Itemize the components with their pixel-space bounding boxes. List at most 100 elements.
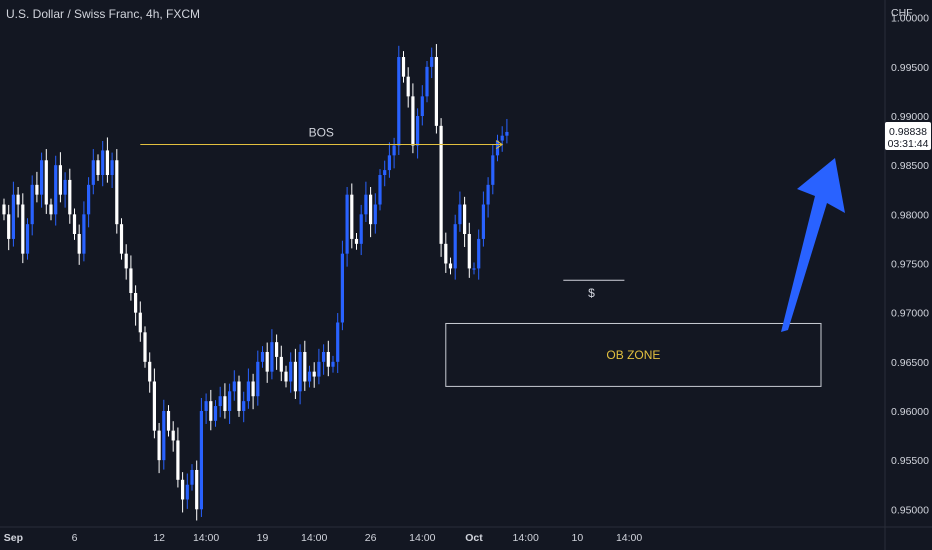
candle-body [401, 57, 406, 77]
candle-body [105, 150, 109, 176]
candle-body [204, 401, 208, 411]
candle-body [331, 361, 335, 367]
candle-body [260, 351, 265, 362]
candle-body [157, 430, 161, 461]
current-price-tag [885, 121, 931, 150]
time-tick-label: 14:00 [616, 532, 642, 544]
candle-body [284, 371, 288, 382]
bar-countdown: 03:31:44 [888, 138, 929, 150]
price-tick-label: 0.96000 [891, 406, 929, 418]
candle-body [416, 116, 420, 146]
candle-body [477, 238, 481, 269]
candle-body [406, 76, 410, 97]
bos-arrowhead [495, 140, 504, 149]
candle-body [119, 224, 124, 254]
price-tick-label: 0.97500 [891, 259, 929, 271]
candle-body [242, 401, 246, 411]
candle-body [11, 194, 15, 239]
time-tick-label: 14:00 [193, 532, 219, 544]
candle-body [228, 391, 232, 411]
candle-body [101, 150, 105, 176]
candle-body [500, 135, 504, 141]
candle-body [392, 145, 396, 156]
candle-body [87, 184, 91, 215]
candle-body [190, 469, 194, 485]
candle-body [213, 406, 218, 421]
chart-title: U.S. Dollar / Swiss Franc, 4h, FXCM [6, 7, 201, 21]
time-tick-label: 14:00 [513, 532, 539, 544]
candle-body [270, 342, 274, 372]
candle-body [68, 179, 72, 215]
time-tick-label: 14:00 [409, 532, 435, 544]
time-tick-label: Oct [465, 532, 483, 544]
candle-body [237, 381, 241, 411]
current-price-value: 0.98838 [889, 126, 927, 138]
price-tick-label: 0.97000 [891, 308, 929, 320]
candle-body [129, 268, 133, 293]
candle-body [275, 342, 279, 357]
candle-body [340, 253, 344, 323]
candle-body [199, 410, 203, 510]
candle-body [387, 155, 391, 171]
candle-body [345, 194, 349, 254]
candle-body [54, 165, 58, 215]
candle-body [317, 361, 321, 377]
candle-body [378, 175, 382, 205]
time-tick-label: 26 [365, 532, 377, 544]
candle-body [467, 234, 471, 269]
candle-body [218, 396, 222, 407]
candle-body [2, 204, 6, 215]
candle-body [434, 57, 438, 126]
candle-body [35, 184, 39, 195]
candle-body [312, 371, 316, 377]
candle-body [472, 268, 476, 270]
candle-body [96, 160, 100, 176]
candle-body [148, 361, 152, 382]
candle-body [458, 204, 462, 225]
candle-body [420, 96, 424, 117]
candle-body [77, 234, 81, 254]
candle-body [124, 253, 128, 269]
candle-body [21, 204, 25, 254]
ob-zone-label: OB ZONE [606, 348, 660, 362]
time-tick-label: 14:00 [301, 532, 327, 544]
candle-body [110, 160, 114, 176]
candle-body [505, 131, 509, 136]
candle-body [30, 184, 34, 225]
candle-body [176, 440, 180, 480]
candle-body [265, 351, 269, 372]
price-tick-label: 1.00000 [891, 13, 929, 25]
candle-body [307, 371, 312, 382]
candle-body [91, 160, 95, 185]
candle-body [246, 381, 250, 402]
candle-body [40, 160, 44, 195]
candle-body [49, 204, 53, 215]
candle-body [425, 66, 429, 97]
price-tick-label: 0.96500 [891, 357, 929, 369]
candle-body [58, 165, 62, 195]
candle-body [453, 224, 457, 269]
candle-body [166, 410, 171, 431]
time-tick-label: Sep [4, 532, 23, 544]
candle-body [115, 160, 119, 225]
currency-label: CHF [891, 7, 913, 19]
candle-body [430, 57, 434, 67]
projection-arrow [781, 158, 845, 332]
candle-body [152, 381, 156, 431]
candle-body [354, 238, 359, 244]
time-tick-label: 19 [257, 532, 269, 544]
price-tick-label: 0.95000 [891, 504, 929, 516]
candle-body [185, 484, 189, 500]
price-tick-label: 0.98500 [891, 160, 929, 172]
candle-body [448, 263, 453, 269]
candle-body [463, 204, 467, 235]
candle-body [7, 214, 11, 239]
candle-body [491, 155, 495, 185]
candle-body [25, 224, 30, 254]
candle-body [326, 351, 330, 367]
candle-body [209, 401, 213, 421]
candle-body [134, 292, 138, 313]
price-tick-label: 0.98000 [891, 209, 929, 221]
candle-body [16, 194, 20, 205]
